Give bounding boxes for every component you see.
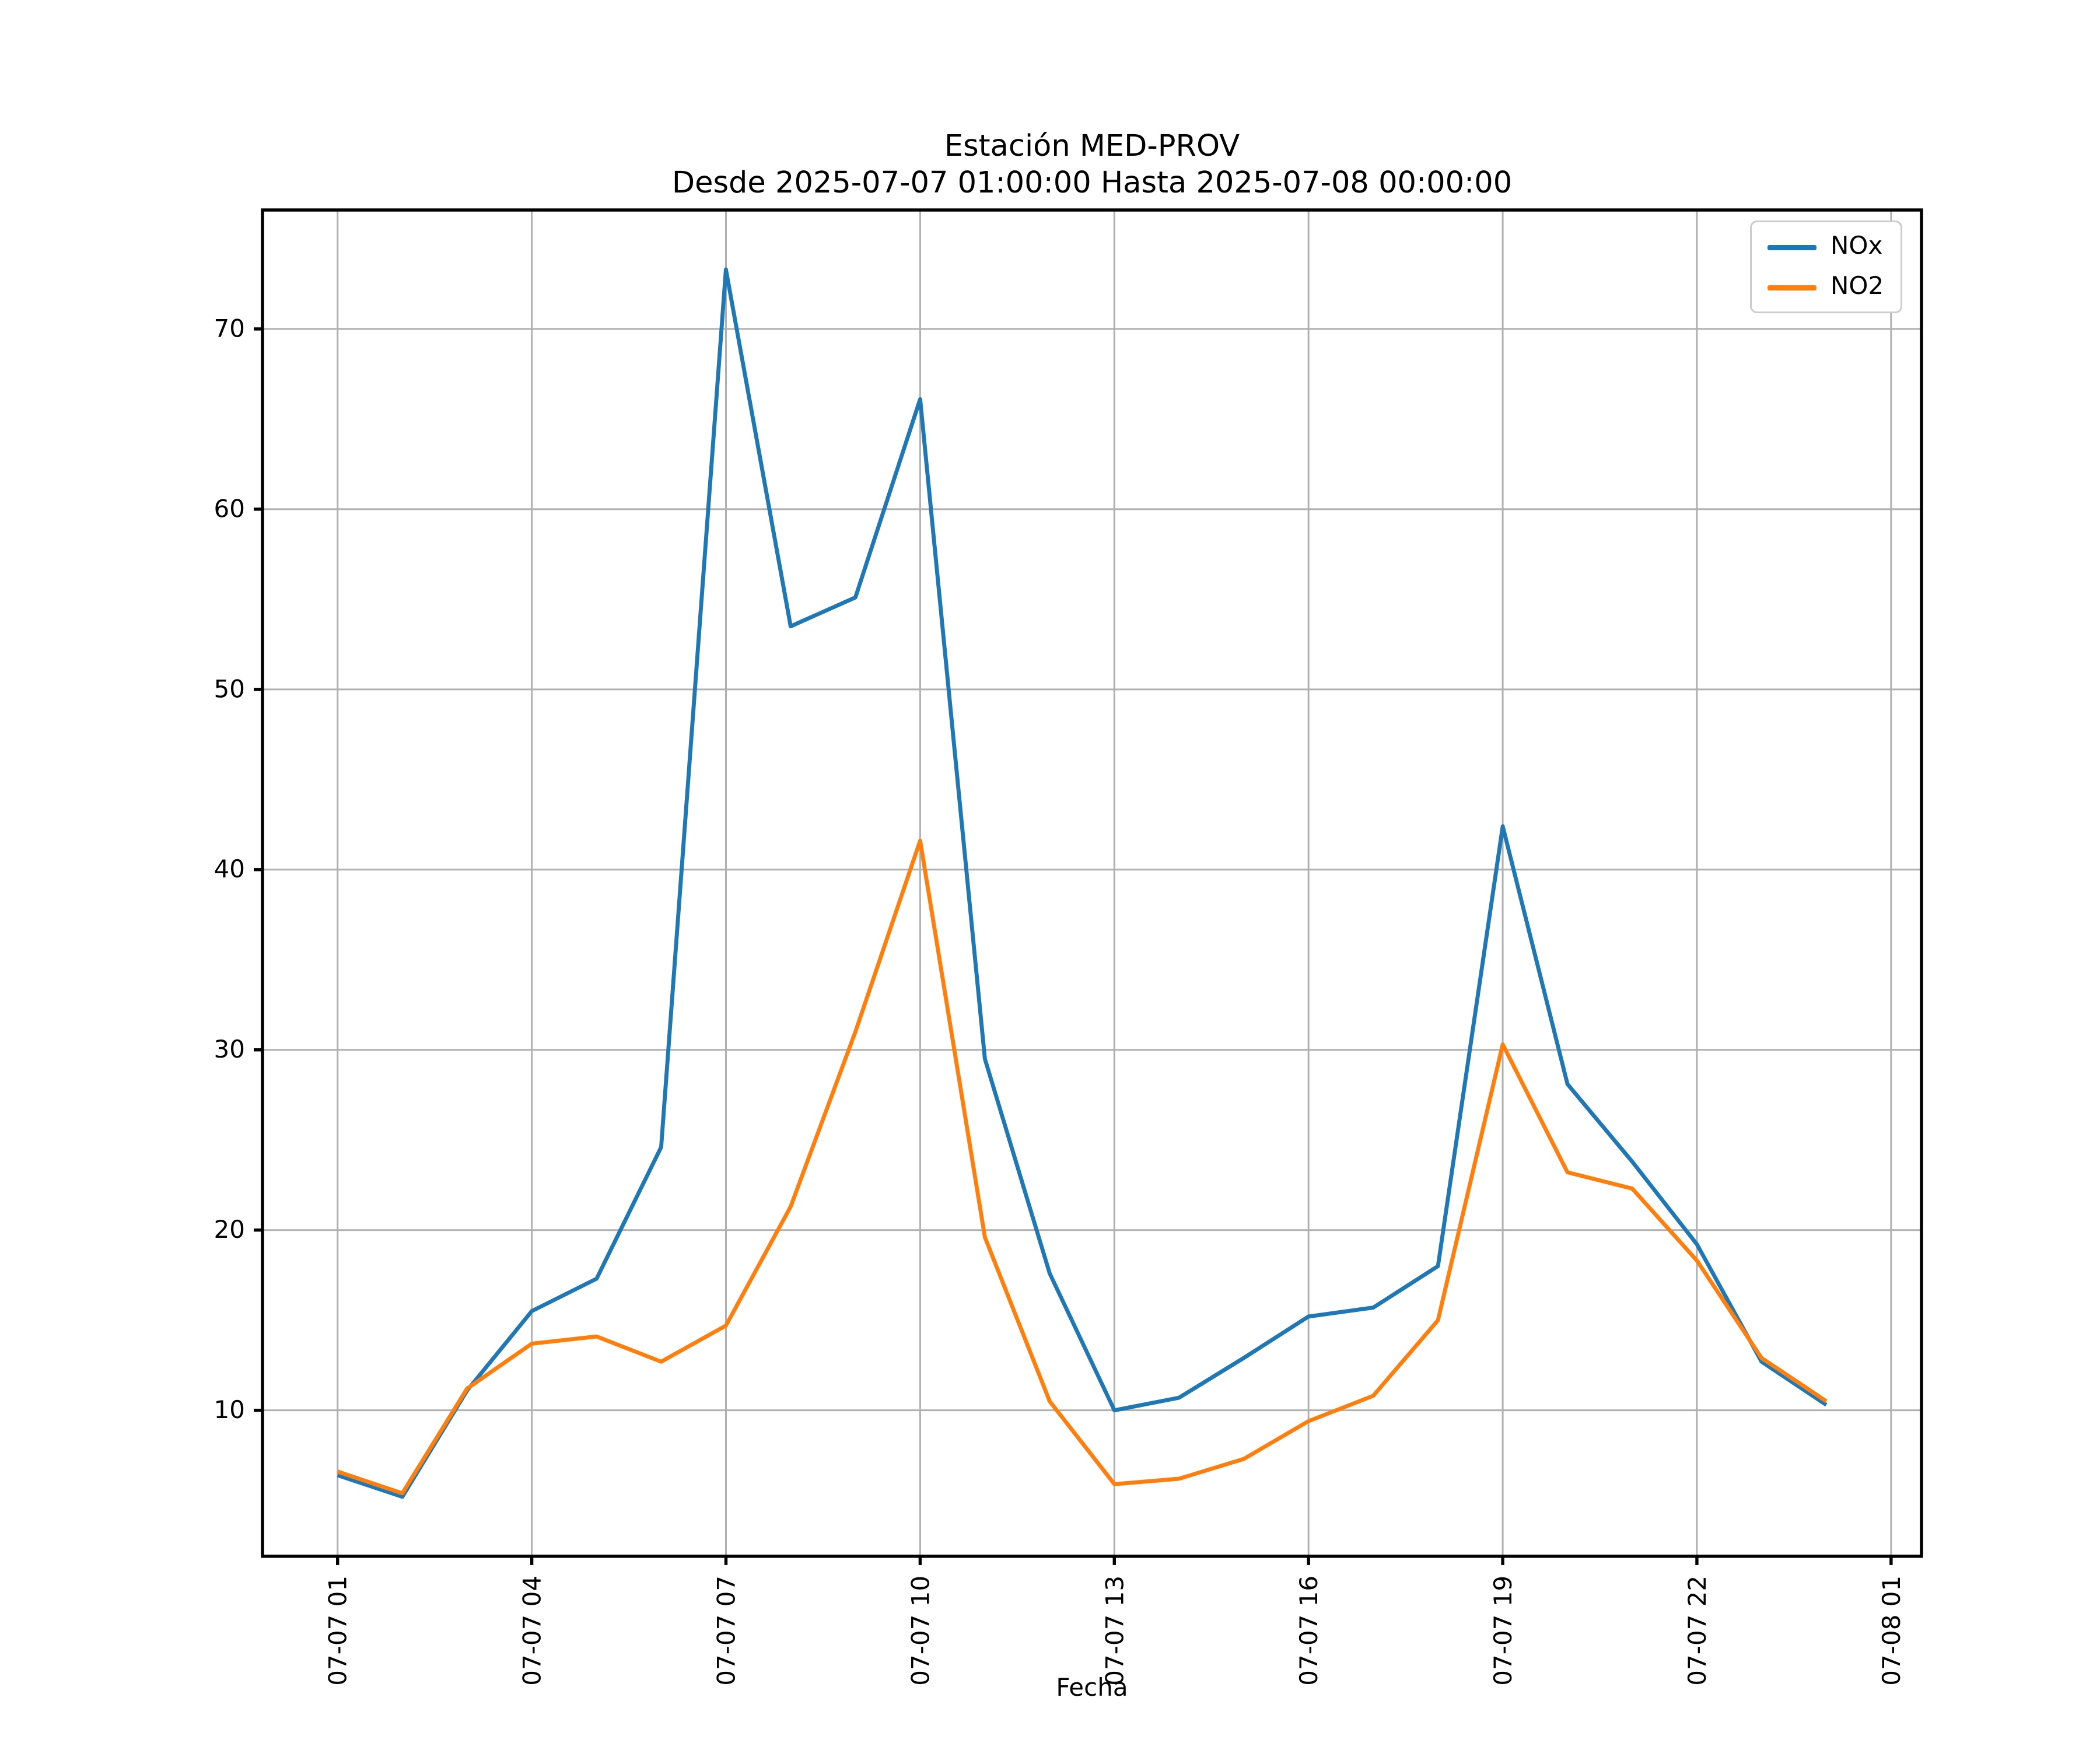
y-tick-label: 30 bbox=[214, 1035, 245, 1063]
y-tick-label: 10 bbox=[214, 1395, 245, 1424]
y-tick-label: 20 bbox=[214, 1215, 245, 1244]
chart-title-block: Estación MED-PROV Desde 2025-07-07 01:00… bbox=[262, 130, 1922, 204]
nox-line-swatch bbox=[1768, 244, 1817, 250]
no2-line-swatch bbox=[1768, 284, 1817, 290]
x-tick-label: 07-07 13 bbox=[1100, 1576, 1129, 1686]
x-tick-label: 07-07 07 bbox=[712, 1576, 741, 1686]
chart-title: Estación MED-PROV bbox=[944, 130, 1240, 164]
y-tick-label: 40 bbox=[214, 855, 245, 883]
x-tick-label: 07-07 22 bbox=[1683, 1576, 1712, 1686]
nox-line bbox=[337, 267, 1828, 1499]
x-tick-label: 07-07 04 bbox=[518, 1576, 547, 1686]
x-tick-label: 07-07 01 bbox=[324, 1576, 352, 1686]
legend-label-nox: NOx bbox=[1831, 233, 1883, 261]
axes-frame bbox=[261, 208, 1923, 1558]
no2-line bbox=[337, 838, 1828, 1496]
x-tick-label: 07-07 19 bbox=[1489, 1576, 1517, 1686]
x-tick-label: 07-08 01 bbox=[1877, 1576, 1906, 1686]
x-tick-label: 07-07 10 bbox=[906, 1576, 935, 1686]
x-axis-label: Fecha bbox=[1056, 1675, 1128, 1703]
chart-subtitle: Desde 2025-07-07 01:00:00 Hasta 2025-07-… bbox=[671, 166, 1513, 202]
legend: NOx NO2 bbox=[1750, 220, 1903, 313]
y-tick-label: 70 bbox=[214, 314, 245, 342]
legend-entry-no2: NO2 bbox=[1768, 275, 1884, 299]
y-tick-label: 50 bbox=[214, 674, 245, 703]
legend-entry-nox: NOx bbox=[1768, 235, 1884, 259]
legend-label-no2: NO2 bbox=[1831, 273, 1884, 301]
x-tick-label: 07-07 16 bbox=[1294, 1576, 1323, 1686]
y-tick-label: 60 bbox=[214, 494, 245, 523]
